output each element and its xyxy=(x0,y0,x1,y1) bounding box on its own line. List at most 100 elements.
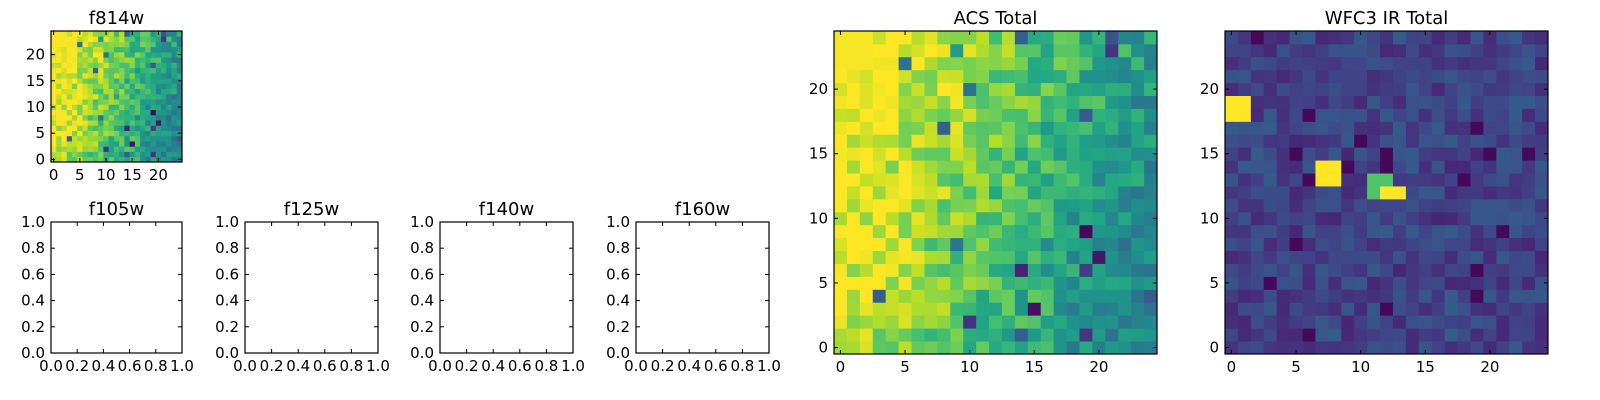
heatmap-cell xyxy=(82,72,89,79)
heatmap-cell xyxy=(113,93,120,100)
heatmap-cell xyxy=(885,82,899,96)
heatmap-cell xyxy=(1418,31,1433,45)
heatmap-cell xyxy=(1496,147,1510,161)
heatmap-cell xyxy=(150,146,157,152)
heatmap-cell xyxy=(846,289,861,303)
heatmap-cell xyxy=(119,125,125,131)
heatmap-cell xyxy=(1444,250,1458,264)
heatmap-cell xyxy=(963,147,977,161)
heatmap-cell xyxy=(119,83,125,90)
heatmap-cell xyxy=(129,72,136,79)
heatmap-cell xyxy=(937,147,951,161)
heatmap-cell xyxy=(859,31,874,45)
heatmap-cell xyxy=(1380,147,1394,161)
heatmap-cell xyxy=(1027,263,1042,277)
heatmap-cell xyxy=(1276,82,1290,96)
heatmap-cell xyxy=(885,250,899,264)
heatmap-cell xyxy=(898,31,912,45)
heatmap-cell xyxy=(1302,147,1316,161)
heatmap-cell xyxy=(1535,31,1549,45)
heatmap-cell xyxy=(1131,328,1145,342)
heatmap-cell xyxy=(1483,276,1497,290)
heatmap-cell xyxy=(71,62,78,69)
heatmap-cell xyxy=(51,99,57,105)
heatmap-cell xyxy=(77,62,83,69)
heatmap-cell xyxy=(1237,56,1252,71)
x-tick-label: 10 xyxy=(960,358,979,376)
axes-frame xyxy=(635,221,770,354)
heatmap-cell xyxy=(834,95,848,109)
heatmap-cell xyxy=(846,121,861,135)
heatmap-cell xyxy=(61,146,68,152)
heatmap-cell xyxy=(166,78,172,84)
heatmap-cell xyxy=(71,46,78,53)
heatmap-cell xyxy=(1040,263,1055,277)
heatmap-cell xyxy=(87,125,94,131)
heatmap-cell xyxy=(66,83,73,90)
heatmap-cell xyxy=(1131,250,1145,264)
heatmap-cell xyxy=(950,198,964,213)
heatmap-cell xyxy=(834,198,848,213)
heatmap-cell xyxy=(1483,31,1497,45)
heatmap-cell xyxy=(155,46,162,53)
heatmap-cell xyxy=(963,341,977,355)
heatmap-cell xyxy=(1418,276,1433,290)
heatmap-cell xyxy=(103,125,110,131)
heatmap-cell xyxy=(1535,173,1549,187)
heatmap-cell xyxy=(1354,31,1368,45)
heatmap-cell xyxy=(1014,263,1029,277)
heatmap-cell xyxy=(1444,186,1458,200)
heatmap-cell xyxy=(859,224,874,239)
heatmap-cell xyxy=(108,36,115,42)
heatmap-cell xyxy=(1001,121,1016,135)
heatmap-cell xyxy=(129,104,136,110)
heatmap-cell xyxy=(1405,250,1420,264)
heatmap-cell xyxy=(1470,211,1484,226)
heatmap-cell xyxy=(145,93,151,100)
heatmap-cell xyxy=(1144,198,1158,213)
heatmap-cell xyxy=(77,125,83,131)
heatmap-cell xyxy=(1014,328,1029,342)
heatmap-cell xyxy=(1522,121,1536,135)
heatmap-cell xyxy=(113,141,120,147)
heatmap-cell xyxy=(1027,328,1042,342)
heatmap-cell xyxy=(82,88,89,95)
heatmap-cell xyxy=(1079,276,1093,290)
heatmap-cell xyxy=(1367,224,1381,239)
heatmap-cell xyxy=(1535,56,1549,71)
heatmap-cell xyxy=(911,121,925,135)
heatmap-cell xyxy=(1066,108,1080,122)
heatmap-cell xyxy=(1457,302,1471,316)
heatmap-cell xyxy=(108,120,115,126)
heatmap-cell xyxy=(1276,250,1290,264)
heatmap-cell xyxy=(1250,211,1265,226)
heatmap-cell xyxy=(1225,121,1239,135)
x-tick-label: 1.0 xyxy=(561,357,585,375)
heatmap-cell xyxy=(61,62,68,69)
heatmap-cell xyxy=(166,109,172,116)
heatmap-cell xyxy=(1014,31,1029,45)
heatmap-cell xyxy=(150,67,157,74)
heatmap-cell xyxy=(87,130,94,137)
heatmap-cell xyxy=(1040,276,1055,290)
heatmap-cell xyxy=(846,186,861,200)
heatmap-cell xyxy=(885,134,899,148)
heatmap-cell xyxy=(92,146,99,152)
heatmap-cell xyxy=(1444,108,1458,122)
heatmap-cell xyxy=(108,31,115,37)
heatmap-cell xyxy=(134,146,141,152)
heatmap-cell xyxy=(92,41,99,48)
heatmap-cell xyxy=(911,134,925,148)
x-tick-label: 15 xyxy=(1416,358,1435,376)
heatmap-cell xyxy=(166,67,172,74)
heatmap-cell xyxy=(1066,121,1080,135)
heatmap-cell xyxy=(1405,224,1420,239)
heatmap-cell xyxy=(1289,43,1303,58)
heatmap-cell xyxy=(872,211,887,226)
heatmap-cell xyxy=(1289,341,1303,355)
heatmap-cell xyxy=(1027,302,1042,316)
y-tick-label: 20 xyxy=(809,80,828,98)
heatmap-cell xyxy=(1053,56,1067,71)
heatmap-cell xyxy=(1354,276,1368,290)
heatmap-cell xyxy=(1289,56,1303,71)
